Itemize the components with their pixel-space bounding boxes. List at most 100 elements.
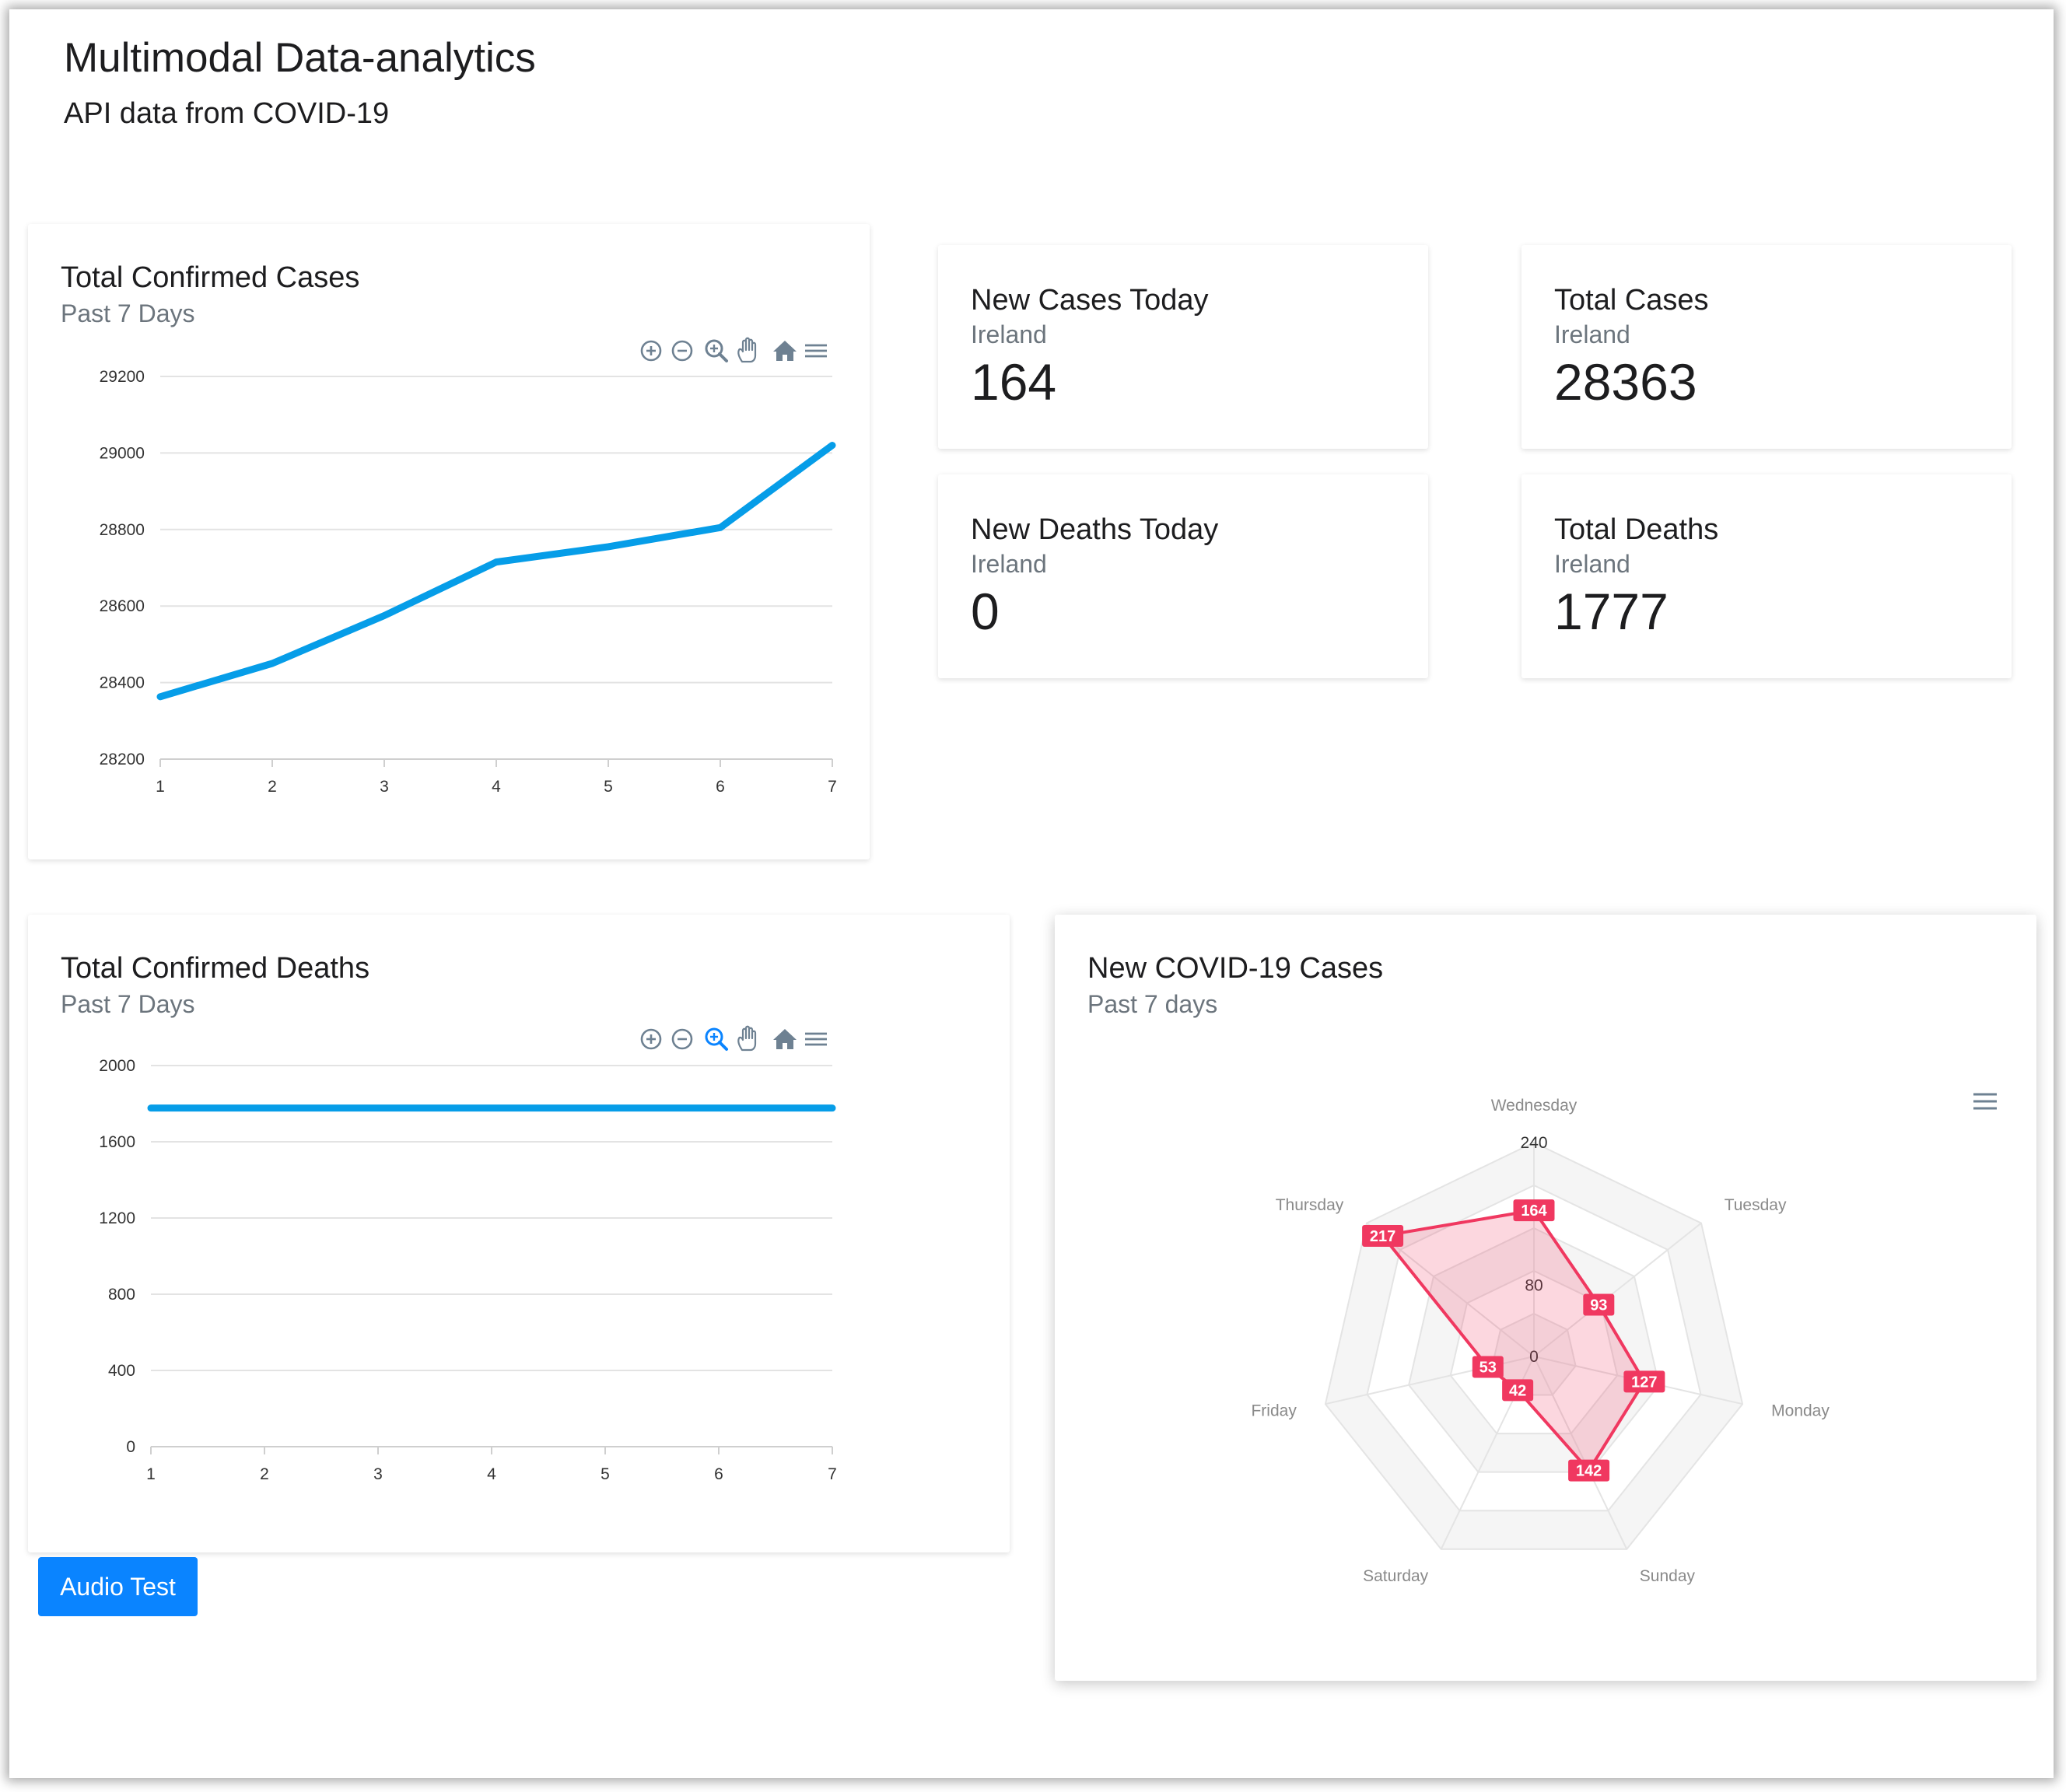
x-tick-label: 7 bbox=[828, 1465, 837, 1483]
new-cases-radar-chart: Wednesday Tuesday Monday Sunday Saturday Frid… bbox=[1251, 1093, 1997, 1585]
new-cases-card: New Cases Today Ireland 164 bbox=[938, 245, 1428, 449]
stat-value: 0 bbox=[971, 583, 1000, 640]
card-title: Total Confirmed Cases bbox=[61, 261, 360, 294]
stat-title: New Deaths Today bbox=[971, 513, 1219, 546]
radar-series-area bbox=[1381, 1209, 1646, 1472]
radar-axis-label: Wednesday bbox=[1491, 1097, 1578, 1115]
x-tick-label: 5 bbox=[601, 1465, 610, 1483]
radar-data-label: 217 bbox=[1362, 1224, 1404, 1247]
zoom-out-icon[interactable] bbox=[671, 1028, 693, 1050]
selection-zoom-icon[interactable] bbox=[705, 339, 728, 362]
pan-hand-icon[interactable] bbox=[737, 337, 757, 363]
radar-axis-label: Thursday bbox=[1276, 1196, 1344, 1214]
y-tick-label: 28400 bbox=[100, 674, 145, 692]
stat-value: 1777 bbox=[1554, 583, 1669, 640]
page-title: Multimodal Data-analytics bbox=[64, 35, 536, 81]
y-tick-label: 29000 bbox=[100, 444, 145, 462]
menu-icon[interactable] bbox=[1973, 1093, 1997, 1110]
radar-data-label: 164 bbox=[1513, 1199, 1555, 1222]
radar-axis-label: Sunday bbox=[1640, 1567, 1696, 1585]
home-reset-icon[interactable] bbox=[773, 341, 797, 361]
confirmed-cases-card: Total Confirmed Cases Past 7 Days 29200 2… bbox=[28, 224, 870, 859]
chart-toolbar bbox=[640, 337, 827, 363]
zoom-in-icon[interactable] bbox=[640, 1028, 662, 1050]
x-tick-label: 4 bbox=[492, 778, 501, 796]
svg-text:164: 164 bbox=[1521, 1202, 1547, 1220]
stat-region: Ireland bbox=[1554, 320, 1630, 348]
card-title: Total Confirmed Deaths bbox=[61, 952, 370, 985]
pan-hand-icon[interactable] bbox=[737, 1025, 757, 1052]
stat-title: New Cases Today bbox=[971, 284, 1209, 317]
stat-region: Ireland bbox=[971, 320, 1047, 348]
y-tick-label: 400 bbox=[108, 1362, 135, 1380]
total-cases-card: Total Cases Ireland 28363 bbox=[1521, 245, 2012, 449]
svg-text:53: 53 bbox=[1479, 1360, 1497, 1377]
radar-tick-label: 240 bbox=[1520, 1134, 1547, 1152]
x-tick-label: 4 bbox=[487, 1465, 496, 1483]
x-tick-label: 5 bbox=[604, 778, 613, 796]
total-deaths-card: Total Deaths Ireland 1777 bbox=[1521, 474, 2012, 678]
card-subtitle: Past 7 Days bbox=[61, 299, 195, 327]
radar-card: New COVID-19 Cases Past 7 days Wednesday… bbox=[1055, 915, 2036, 1681]
radar-tick-label: 0 bbox=[1529, 1348, 1539, 1366]
x-tick-label: 6 bbox=[714, 1465, 723, 1483]
radar-data-label: 142 bbox=[1568, 1459, 1610, 1482]
card-subtitle: Past 7 days bbox=[1087, 990, 1218, 1018]
svg-text:217: 217 bbox=[1370, 1228, 1395, 1245]
x-tick-label: 1 bbox=[146, 1465, 156, 1483]
y-tick-label: 28200 bbox=[100, 751, 145, 768]
chart-toolbar bbox=[640, 1025, 827, 1052]
y-tick-label: 28800 bbox=[100, 521, 145, 539]
radar-axis-label: Saturday bbox=[1363, 1567, 1429, 1585]
y-tick-label: 800 bbox=[108, 1286, 135, 1304]
radar-data-label: 93 bbox=[1583, 1293, 1615, 1316]
radar-data-label: 42 bbox=[1502, 1379, 1534, 1402]
radar-tick-label: 80 bbox=[1525, 1276, 1542, 1294]
x-tick-label: 3 bbox=[380, 778, 389, 796]
confirmed-cases-chart: 29200 29000 28800 28600 28400 28200 1 2 3 4 5 6 7 bbox=[100, 337, 837, 796]
radar-axis-label: Tuesday bbox=[1725, 1196, 1787, 1214]
y-tick-label: 0 bbox=[126, 1438, 135, 1456]
grid-lines bbox=[151, 1065, 832, 1447]
y-tick-label: 1600 bbox=[99, 1133, 135, 1151]
x-tick-label: 3 bbox=[373, 1465, 383, 1483]
confirmed-deaths-chart: 2000 1600 1200 800 400 01 2 3 4 5 6 7 bbox=[99, 1025, 837, 1483]
confirmed-deaths-card: Total Confirmed Deaths Past 7 Days 2000 1… bbox=[28, 915, 1010, 1552]
audio-test-button[interactable]: Audio Test bbox=[38, 1557, 198, 1616]
card-title: New COVID-19 Cases bbox=[1087, 952, 1384, 985]
zoom-in-icon[interactable] bbox=[640, 340, 662, 362]
y-tick-label: 29200 bbox=[100, 368, 145, 386]
radar-axis-label: Friday bbox=[1251, 1402, 1297, 1420]
y-tick-label: 2000 bbox=[99, 1057, 135, 1075]
home-reset-icon[interactable] bbox=[773, 1029, 797, 1049]
x-tick-label: 2 bbox=[260, 1465, 269, 1483]
grid-lines bbox=[160, 376, 832, 760]
y-tick-label: 28600 bbox=[100, 597, 145, 615]
svg-text:93: 93 bbox=[1590, 1297, 1607, 1314]
stat-value: 28363 bbox=[1554, 353, 1697, 411]
selection-zoom-icon[interactable] bbox=[705, 1027, 728, 1051]
stat-value: 164 bbox=[971, 353, 1057, 411]
stat-title: Total Cases bbox=[1554, 284, 1709, 317]
series-line bbox=[156, 442, 836, 701]
x-tick-label: 1 bbox=[156, 778, 165, 796]
app-frame: Multimodal Data-analytics API data from … bbox=[9, 9, 2054, 1778]
svg-text:142: 142 bbox=[1576, 1463, 1602, 1480]
radar-data-label: 127 bbox=[1623, 1370, 1665, 1393]
stat-region: Ireland bbox=[1554, 550, 1630, 578]
card-subtitle: Past 7 Days bbox=[61, 990, 195, 1018]
radar-spoke bbox=[1533, 1356, 1628, 1550]
menu-icon[interactable] bbox=[805, 344, 827, 358]
x-tick-label: 2 bbox=[268, 778, 277, 796]
radar-data-label: 53 bbox=[1472, 1356, 1504, 1378]
svg-text:127: 127 bbox=[1631, 1374, 1657, 1391]
svg-text:42: 42 bbox=[1509, 1382, 1526, 1399]
y-tick-label: 1200 bbox=[99, 1209, 135, 1227]
page-subtitle: API data from COVID-19 bbox=[64, 97, 390, 130]
x-tick-label: 7 bbox=[828, 778, 837, 796]
radar-spoke bbox=[1533, 1222, 1702, 1357]
new-deaths-card: New Deaths Today Ireland 0 bbox=[938, 474, 1428, 678]
x-tick-label: 6 bbox=[716, 778, 725, 796]
menu-icon[interactable] bbox=[805, 1032, 827, 1046]
zoom-out-icon[interactable] bbox=[671, 340, 693, 362]
